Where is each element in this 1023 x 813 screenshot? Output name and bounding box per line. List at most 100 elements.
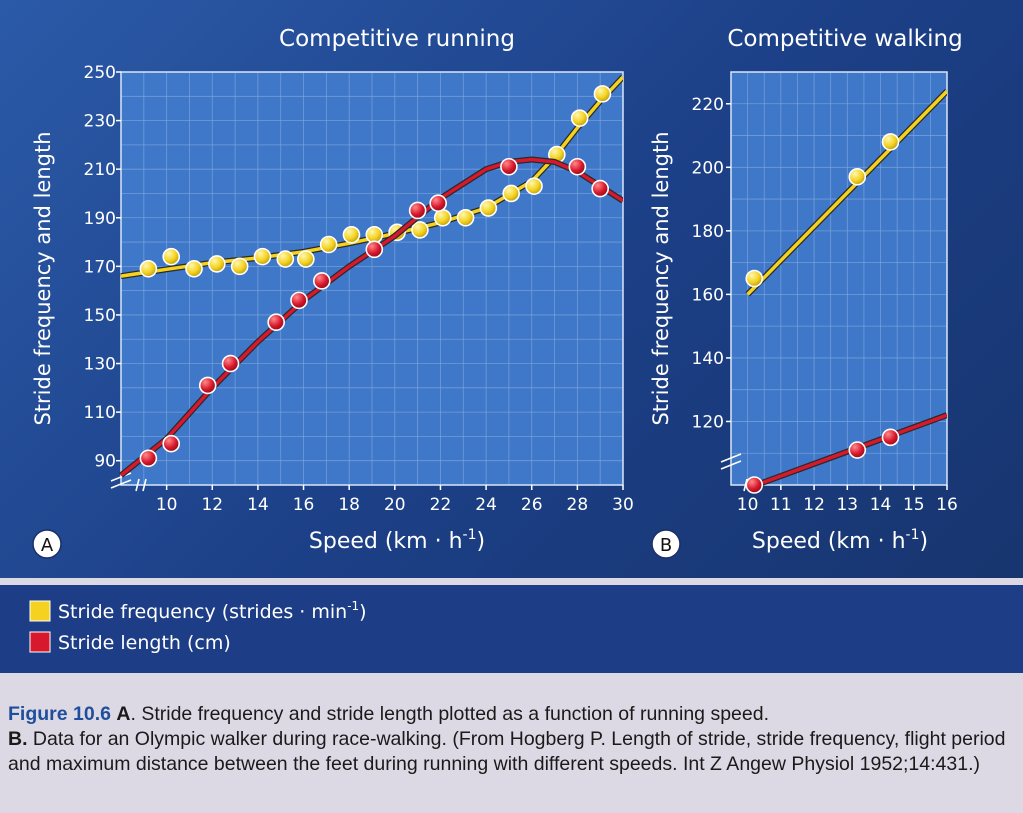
- y-axis-label: Stride frequency and length: [31, 131, 55, 425]
- data-point: [253, 247, 272, 266]
- x-axis-label-main: Speed (km · h: [752, 529, 906, 554]
- data-point: [297, 250, 315, 268]
- y-tick-label: 120: [692, 412, 724, 432]
- legend-swatch: [29, 631, 51, 653]
- panel-letter-badge: [32, 529, 62, 559]
- data-point: [456, 208, 475, 227]
- x-tick-label: 10: [737, 495, 759, 515]
- data-point: [848, 168, 867, 186]
- data-point: [591, 179, 609, 198]
- x-axis-label: Speed (km · h-1): [752, 527, 928, 554]
- data-point: [139, 449, 158, 468]
- x-tick-label: 10: [156, 495, 178, 515]
- data-point: [502, 184, 520, 203]
- series-curve: [746, 89, 947, 296]
- panel-letter: B: [660, 535, 672, 556]
- x-tick-label: 12: [803, 495, 825, 515]
- caption-part-a-text: . Stride frequency and stride length plo…: [130, 703, 769, 725]
- legend-panel-background: [0, 585, 1023, 673]
- plot-frame: [120, 71, 624, 486]
- y-tick-label: 250: [84, 63, 116, 83]
- x-tick-label: 15: [903, 495, 925, 515]
- y-tick-label: 210: [84, 160, 116, 180]
- data-point: [221, 354, 240, 373]
- y-tick-label: 190: [84, 209, 116, 229]
- panel-letter: A: [41, 535, 54, 556]
- data-point: [500, 157, 518, 176]
- legend-label: Stride frequency (strides · min-1): [58, 599, 367, 623]
- chart-title: Competitive running: [279, 26, 515, 52]
- y-tick-label: 180: [692, 222, 724, 242]
- x-tick-label: 24: [475, 495, 497, 515]
- x-tick-label: 20: [384, 495, 406, 515]
- x-tick-label: 16: [293, 495, 315, 515]
- data-point: [267, 313, 285, 332]
- y-tick-label: 140: [692, 349, 724, 369]
- data-point: [433, 208, 452, 227]
- data-point: [365, 225, 384, 244]
- walking-chart: 10 11 12 13 14 15 16 120 140 160 180 200 220 Competit…: [649, 26, 963, 559]
- x-axis-label-close: ): [920, 529, 929, 554]
- x-tick-label: 18: [338, 495, 360, 515]
- x-tick-label: 16: [936, 495, 958, 515]
- data-point: [162, 434, 180, 453]
- legend-label: Stride length (cm): [58, 632, 231, 654]
- chart-title: Competitive walking: [727, 26, 962, 52]
- data-point: [290, 291, 308, 310]
- x-tick-label: 26: [521, 495, 543, 515]
- data-point: [570, 109, 589, 127]
- panel-letter-badge: [651, 529, 681, 559]
- legend-label-close: ): [359, 601, 366, 623]
- x-tick-label: 13: [836, 495, 858, 515]
- caption-part-b-label: B.: [8, 728, 28, 750]
- y-tick-label: 230: [84, 112, 116, 132]
- x-axis-label-close: ): [477, 529, 486, 554]
- data-point: [208, 255, 226, 273]
- data-point: [745, 476, 764, 494]
- x-axis-label: Speed (km · h-1): [309, 527, 485, 554]
- data-point: [745, 269, 764, 288]
- data-point: [312, 272, 331, 290]
- charts-svg: 10 12 14 16 18 20 22 24 26 28 30 90 110 130 150 170 190 2…: [29, 26, 963, 654]
- x-tick-label: 14: [247, 495, 269, 515]
- data-point: [276, 250, 295, 268]
- data-point: [411, 221, 429, 239]
- legend-swatch: [29, 600, 51, 622]
- x-axis-break-mark: [135, 478, 147, 492]
- y-tick-label: 220: [692, 95, 724, 115]
- data-point: [139, 259, 158, 278]
- x-axis-label-main: Speed (km · h: [309, 529, 463, 554]
- caption-part-b-text: Data for an Olympic walker during race-w…: [8, 728, 1006, 775]
- legend-label-main: Stride frequency (strides · min: [58, 601, 347, 623]
- y-tick-label: 150: [84, 306, 116, 326]
- caption-figure-label: Figure 10.6: [8, 703, 111, 725]
- x-axis-label-superscript: -1: [906, 527, 920, 543]
- data-point: [568, 157, 587, 176]
- series-curve: [746, 413, 947, 490]
- data-point: [881, 133, 900, 151]
- data-point: [408, 201, 427, 220]
- x-axis-label-superscript: -1: [463, 527, 477, 543]
- running-chart: 10 12 14 16 18 20 22 24 26 28 30 90 110 130 150 170 190 2…: [31, 26, 634, 559]
- data-point: [185, 259, 203, 278]
- legend: Stride frequency (strides · min-1)Stride…: [29, 599, 367, 654]
- x-tick-label: 12: [201, 495, 223, 515]
- y-tick-label: 200: [692, 158, 724, 178]
- data-point: [848, 441, 867, 459]
- legend-label-main: Stride length (cm): [58, 632, 231, 654]
- y-axis-break-mark: [110, 472, 132, 489]
- data-point: [342, 225, 361, 244]
- y-tick-label: 130: [84, 355, 116, 375]
- x-tick-label: 14: [870, 495, 892, 515]
- legend-label-superscript: -1: [347, 599, 359, 613]
- data-point: [429, 194, 447, 212]
- figure-caption: Figure 10.6 A. Stride frequency and stri…: [8, 702, 1013, 777]
- y-tick-label: 160: [692, 285, 724, 305]
- data-point: [365, 240, 384, 259]
- data-point: [593, 85, 612, 103]
- caption-part-a-label: A: [116, 703, 131, 725]
- y-tick-label: 90: [94, 452, 116, 472]
- x-tick-label: 28: [567, 495, 589, 515]
- y-tick-label: 110: [84, 403, 116, 423]
